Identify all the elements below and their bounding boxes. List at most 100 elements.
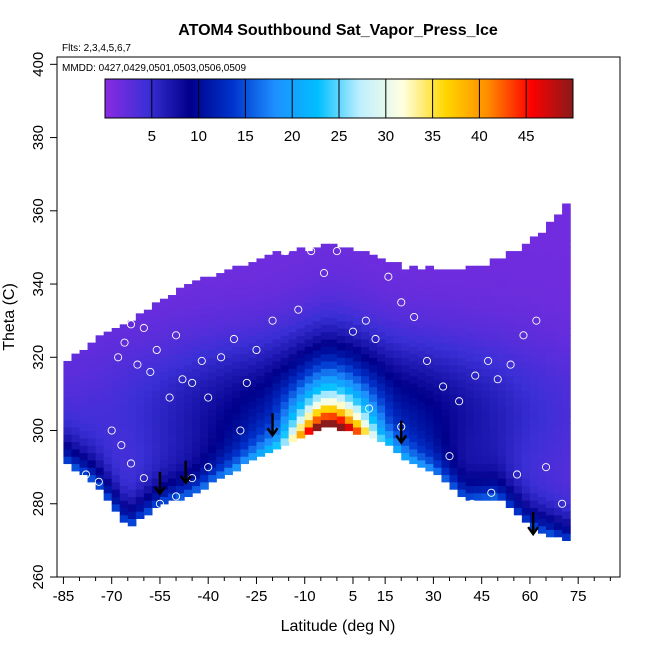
heatmap-cell: [200, 284, 209, 292]
heatmap-cell: [127, 327, 137, 336]
heatmap-cell: [369, 254, 378, 263]
heatmap-cell: [71, 375, 81, 384]
heatmap-cell: [497, 258, 507, 267]
heatmap-cell: [167, 412, 177, 421]
heatmap-cell: [385, 430, 394, 439]
heatmap-cell: [425, 397, 434, 406]
heatmap-cell: [521, 353, 531, 362]
heatmap-cell: [554, 295, 563, 303]
observation-point: [114, 353, 123, 362]
heatmap-cell: [200, 371, 209, 380]
plot-frame: [56, 56, 621, 578]
heatmap-cell: [127, 349, 137, 358]
heatmap-cell: [312, 284, 322, 292]
heatmap-cell: [272, 309, 282, 318]
heatmap-cell: [352, 426, 362, 435]
heatmap-cell: [409, 390, 418, 399]
heatmap-cell: [264, 342, 274, 351]
heatmap-cell: [352, 302, 362, 311]
heatmap-cell: [200, 423, 209, 432]
heatmap-cell: [208, 276, 217, 285]
heatmap-cell: [465, 368, 475, 377]
heatmap-cell: [537, 489, 547, 498]
heatmap-cell: [135, 364, 145, 373]
heatmap-cell: [232, 382, 241, 391]
heatmap-cell: [167, 419, 177, 428]
heatmap-cell: [409, 368, 418, 377]
heatmap-cell: [489, 287, 499, 296]
heatmap-cell: [111, 371, 121, 380]
heatmap-cell: [103, 470, 113, 479]
heatmap-cell: [361, 368, 370, 377]
observation-point: [204, 463, 213, 472]
heatmap-cell: [481, 419, 491, 428]
heatmap-cell: [377, 353, 386, 362]
heatmap-cell: [328, 324, 338, 333]
heatmap-cell: [481, 390, 491, 399]
heatmap-cell: [433, 342, 443, 351]
heatmap-cell: [232, 317, 241, 325]
heatmap-cell: [143, 507, 153, 516]
heatmap-cell: [521, 346, 531, 355]
heatmap-cell: [393, 342, 402, 351]
heatmap-cell: [521, 390, 531, 399]
heatmap-cell: [280, 349, 290, 358]
heatmap-cell: [344, 298, 354, 307]
heatmap-cell: [369, 364, 378, 373]
heatmap-cell: [433, 401, 443, 410]
heatmap-cell: [248, 335, 258, 344]
heatmap-cell: [409, 375, 418, 384]
heatmap-cell: [135, 459, 145, 468]
heatmap-cell: [489, 346, 499, 355]
heatmap-cell: [336, 291, 346, 300]
heatmap-cell: [562, 401, 571, 410]
heatmap-cell: [272, 302, 282, 311]
heatmap-cell: [554, 507, 563, 516]
heatmap-cell: [119, 507, 129, 516]
heatmap-cell: [111, 393, 121, 402]
heatmap-cell: [71, 434, 81, 443]
heatmap-cell: [216, 404, 225, 413]
heatmap-cell: [95, 452, 105, 461]
heatmap-cell: [103, 448, 113, 457]
heatmap-cell: [457, 313, 467, 322]
heatmap-cell: [377, 382, 386, 391]
heatmap-cell: [200, 452, 209, 461]
heatmap-cell: [409, 324, 418, 333]
heatmap-cell: [562, 371, 571, 380]
heatmap-cell: [272, 280, 282, 289]
heatmap-cell: [562, 254, 571, 263]
heatmap-cell: [111, 423, 121, 432]
heatmap-cell: [505, 492, 515, 501]
heatmap-cell: [401, 371, 410, 380]
heatmap-cell: [497, 302, 507, 311]
heatmap-cell: [393, 306, 402, 314]
heatmap-cell: [200, 386, 209, 395]
heatmap-cell: [449, 459, 459, 468]
heatmap-cell: [489, 426, 499, 435]
heatmap-cell: [184, 349, 193, 358]
heatmap-cell: [433, 423, 443, 432]
heatmap-cell: [312, 423, 322, 432]
heatmap-cell: [176, 287, 185, 296]
heatmap-cell: [71, 463, 81, 472]
heatmap-cell: [127, 445, 137, 454]
heatmap-cell: [119, 375, 129, 384]
colorbar-tick-label: 10: [190, 128, 207, 145]
heatmap-cell: [312, 254, 322, 263]
observation-point: [126, 459, 136, 468]
heatmap-cell: [473, 441, 483, 450]
heatmap-cell: [361, 375, 370, 384]
heatmap-cell: [537, 437, 547, 446]
heatmap-cell: [232, 375, 241, 384]
heatmap-cell: [336, 284, 346, 292]
heatmap-cell: [562, 284, 571, 292]
heatmap-cell: [248, 349, 258, 358]
heatmap-cell: [216, 397, 225, 406]
heatmap-cell: [505, 390, 515, 399]
heatmap-cell: [505, 397, 515, 406]
y-tick-label: 360: [30, 198, 47, 223]
observation-point: [439, 382, 448, 391]
heatmap-cell: [385, 342, 394, 351]
heatmap-cell: [192, 287, 201, 296]
